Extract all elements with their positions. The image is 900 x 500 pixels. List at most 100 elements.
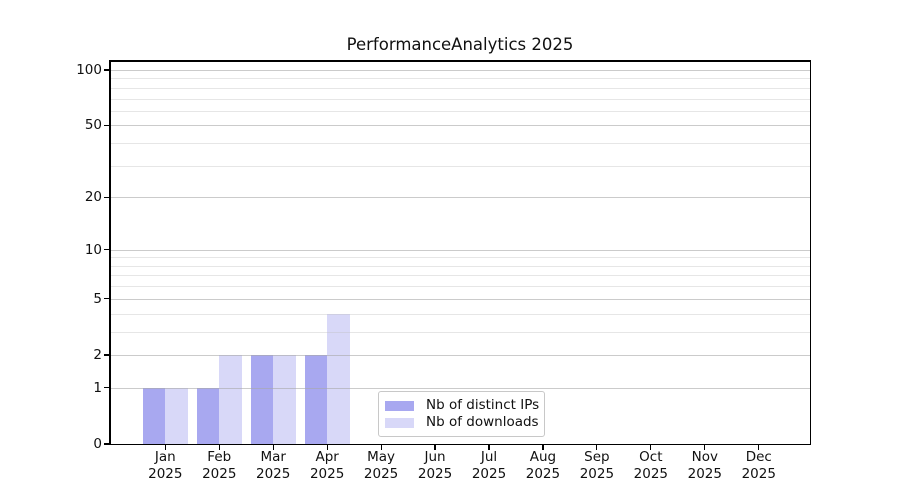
plot-area [110,61,810,444]
y-tick-label: 20 [84,189,102,206]
y-gridline-minor [110,98,810,100]
y-gridline-minor [110,286,810,288]
y-tick-mark [103,124,109,126]
x-tick-month: Aug [529,449,557,465]
x-tick-label-feb: Feb 2025 [187,449,251,482]
y-gridline-major [110,387,810,389]
x-tick-mark [596,445,598,450]
x-tick-year: 2025 [471,465,507,482]
y-tick-label: 2 [93,346,102,363]
x-tick-month: Nov [691,449,718,465]
x-axis-line [109,443,811,445]
y-gridline-major [110,298,810,300]
legend-label-distinct-ips: Nb of distinct IPs [426,397,540,413]
y-gridline-minor [110,265,810,267]
x-tick-year: 2025 [363,465,399,482]
legend-swatch-downloads [385,417,414,428]
x-tick-mark [488,445,490,450]
y-gridline-major [110,197,810,199]
x-tick-year: 2025 [579,465,615,482]
x-tick-year: 2025 [202,465,237,482]
y-gridline-major [110,70,810,71]
x-tick-mark [272,445,274,450]
legend-label-downloads: Nb of downloads [426,414,539,430]
x-tick-mark [380,445,382,450]
bar-distinct-ips-jan [142,387,166,444]
x-tick-year: 2025 [309,465,345,482]
bar-distinct-ips-mar [250,354,274,444]
x-tick-year: 2025 [256,465,291,482]
x-tick-year: 2025 [417,465,453,482]
y-gridline-major [110,249,810,251]
y-gridline-minor [110,313,810,315]
bar-downloads-feb [219,354,242,444]
x-tick-year: 2025 [633,465,669,482]
y-gridline-major [110,125,810,127]
legend-swatch-distinct-ips [385,400,414,411]
x-tick-mark [164,445,166,450]
legend-item-downloads: Nb of downloads [385,414,539,431]
y-axis-line [109,60,111,445]
x-tick-label-sep: Sep 2025 [565,449,629,482]
y-gridline-major [110,354,810,356]
legend: Nb of distinct IPs Nb of downloads [378,391,545,437]
x-tick-mark [758,445,760,450]
legend-item-distinct-ips: Nb of distinct IPs [385,397,540,414]
x-tick-month: Dec [745,449,772,465]
x-tick-year: 2025 [741,465,776,482]
x-tick-label-jun: Jun 2025 [403,449,467,482]
x-tick-month: Feb [207,449,232,465]
plot-border-right [809,60,811,445]
x-tick-label-oct: Oct 2025 [619,449,683,482]
y-tick-mark [103,196,109,198]
x-tick-label-jan: Jan 2025 [133,449,197,482]
x-tick-mark [218,445,220,450]
y-gridline-minor [110,87,810,89]
x-tick-label-apr: Apr 2025 [295,449,359,482]
x-tick-month: Oct [639,449,663,465]
y-gridline-minor [110,143,810,145]
chart-title: PerformanceAnalytics 2025 [346,35,574,54]
y-gridline-minor [110,275,810,277]
y-gridline-minor [110,78,810,80]
x-tick-label-jul: Jul 2025 [457,449,521,482]
x-tick-mark [434,445,436,450]
y-gridline-minor [110,110,810,112]
x-tick-month: May [367,449,396,465]
x-tick-mark [326,445,328,450]
x-tick-mark [704,445,706,450]
y-tick-label: 10 [84,241,102,258]
y-tick-mark [103,298,109,300]
bar-distinct-ips-feb [196,387,220,444]
y-tick-mark [103,69,109,71]
x-tick-month: Mar [260,449,286,465]
y-tick-label: 0 [93,436,102,452]
x-tick-month: Jan [154,449,176,465]
x-tick-mark [650,445,652,450]
x-tick-year: 2025 [687,465,722,482]
y-tick-label: 5 [93,290,102,307]
x-tick-month: Jul [480,449,498,465]
bar-distinct-ips-apr [304,354,328,444]
y-gridline-minor [110,165,810,167]
x-tick-month: Sep [584,449,610,465]
bar-downloads-jan [165,387,188,444]
y-tick-label: 50 [84,117,102,134]
y-tick-mark [103,387,109,389]
y-tick-mark [103,443,109,445]
bar-downloads-mar [273,354,296,444]
x-tick-label-dec: Dec 2025 [727,449,791,482]
x-tick-year: 2025 [148,465,183,482]
x-tick-label-nov: Nov 2025 [673,449,737,482]
y-tick-mark [103,354,109,356]
y-gridline-minor [110,257,810,259]
bar-downloads-apr [327,313,350,444]
x-tick-year: 2025 [525,465,561,482]
plot-border-top [109,60,811,62]
y-tick-mark [103,249,109,251]
x-tick-label-may: May 2025 [349,449,413,482]
x-tick-month: Jun [424,449,446,465]
y-tick-label: 100 [76,62,102,78]
x-tick-mark [542,445,544,450]
